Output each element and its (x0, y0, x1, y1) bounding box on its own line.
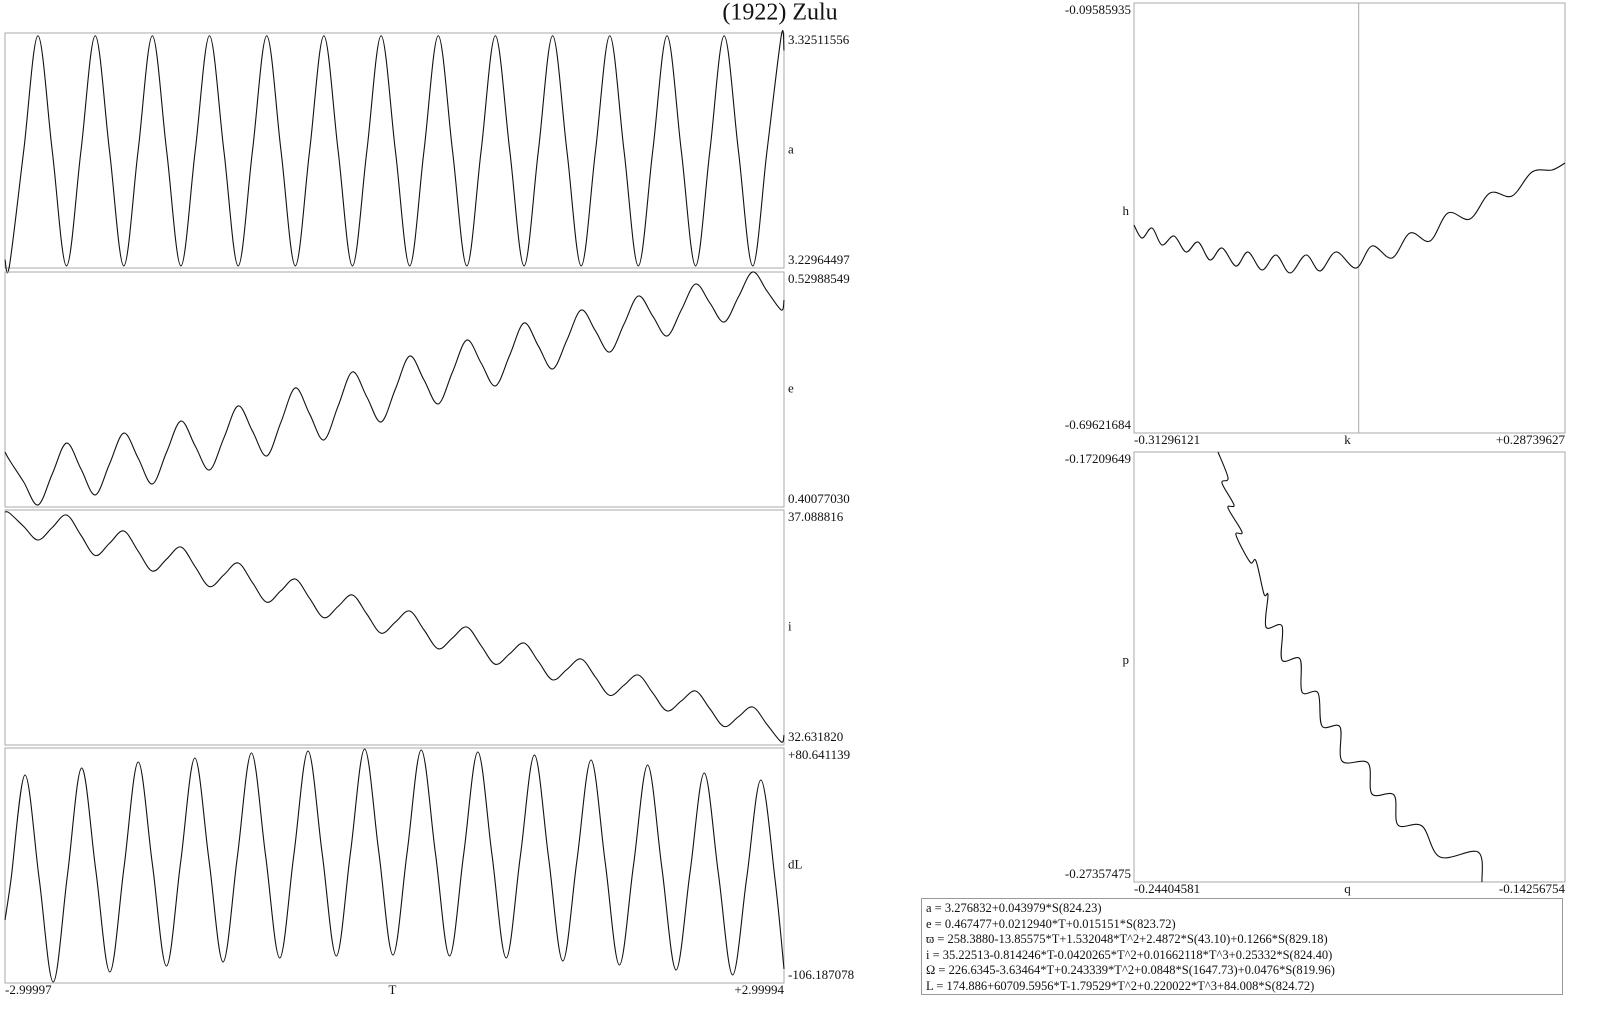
x-axis-label: T (389, 982, 397, 997)
x-axis-label: q (1344, 881, 1351, 896)
data-line (1217, 451, 1483, 883)
y-tick-label: -0.69621684 (1065, 417, 1132, 432)
data-line (4, 271, 785, 506)
plot-frame (1133, 2, 1566, 434)
formula-line: e = 0.467477+0.0212940*T+0.015151*S(823.… (926, 916, 1176, 931)
y-tick-label: -0.09585935 (1065, 2, 1131, 17)
y-axis-label: dL (788, 856, 803, 871)
y-tick-label: 32.631820 (788, 729, 843, 744)
y-axis-label: a (788, 141, 794, 156)
x-tick-label: -2.99997 (5, 982, 52, 997)
plot-frame (4, 509, 785, 746)
y-tick-label: 3.22964497 (788, 252, 850, 267)
formula-line: ϖ = 258.3880-13.85575*T+1.532048*T^2+2.4… (926, 932, 1328, 947)
formula-line: i = 35.22513-0.814246*T-0.0420265*T^2+0.… (926, 947, 1333, 962)
data-line (1133, 162, 1566, 274)
x-tick-label: -0.24404581 (1134, 881, 1200, 896)
x-tick-label: +2.99994 (734, 982, 784, 997)
formula-line: Ω = 226.6345-3.63464*T+0.243339*T^2+0.08… (926, 963, 1335, 978)
formula-line: a = 3.276832+0.043979*S(824.23) (926, 901, 1102, 915)
plot-frame (1133, 451, 1566, 883)
plot-frame (4, 747, 785, 984)
x-tick-label: -0.31296121 (1134, 432, 1200, 447)
x-axis-label: k (1344, 432, 1351, 447)
title: (1922) Zulu (722, 0, 837, 26)
y-tick-label: 0.40077030 (788, 491, 850, 506)
formula-line: L = 174.886+60709.5956*T-1.79529*T^2+0.2… (926, 978, 1315, 993)
y-tick-label: 3.32511556 (788, 32, 850, 47)
data-line (4, 30, 785, 274)
formula-box: a = 3.276832+0.043979*S(824.23) e = 0.467… (921, 898, 1563, 995)
y-tick-label: 0.52988549 (788, 271, 850, 286)
y-tick-label: +80.641139 (788, 747, 850, 762)
y-tick-label: -106.187078 (788, 967, 854, 982)
y-axis-label: p (1123, 652, 1130, 667)
plot-frame (4, 271, 785, 508)
y-tick-label: -0.17209649 (1065, 451, 1131, 466)
x-tick-label: +0.28739627 (1496, 432, 1566, 447)
y-axis-label: h (1123, 203, 1130, 218)
y-axis-label: e (788, 380, 794, 395)
data-line (4, 748, 785, 983)
y-tick-label: -0.27357475 (1065, 866, 1131, 881)
data-line (4, 511, 785, 743)
y-axis-label: i (788, 618, 792, 633)
y-tick-label: 37.088816 (788, 509, 844, 524)
x-tick-label: -0.14256754 (1499, 881, 1566, 896)
plot-frame (4, 32, 785, 269)
